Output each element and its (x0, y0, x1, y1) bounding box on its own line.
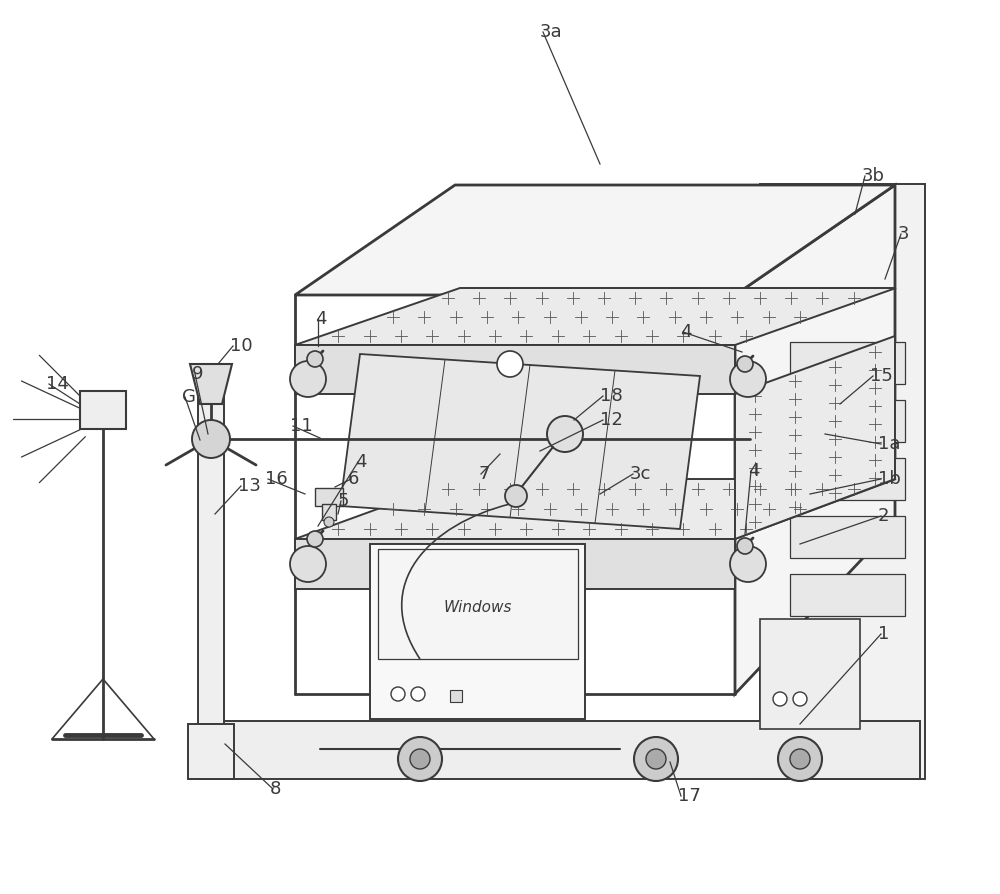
Text: 15: 15 (870, 367, 893, 385)
Bar (378, 549, 578, 659)
Text: 3b: 3b (862, 167, 885, 185)
Polygon shape (190, 364, 232, 404)
Bar (790, 342, 905, 384)
Bar (760, 619, 860, 729)
Polygon shape (735, 336, 895, 539)
Circle shape (737, 356, 753, 372)
Text: 7: 7 (478, 465, 490, 483)
Circle shape (542, 561, 568, 587)
Text: 4: 4 (315, 310, 326, 328)
Text: 17: 17 (678, 787, 701, 805)
Text: 14: 14 (46, 375, 69, 393)
Bar (790, 458, 905, 500)
Text: 8: 8 (270, 780, 281, 798)
Text: 16: 16 (265, 470, 288, 488)
Circle shape (793, 692, 807, 706)
Bar (450, 690, 462, 702)
Circle shape (778, 737, 822, 781)
Text: 9: 9 (192, 365, 204, 383)
Circle shape (324, 517, 334, 527)
Text: 10: 10 (230, 337, 253, 355)
Bar (198, 364, 224, 779)
Text: 3a: 3a (540, 23, 563, 41)
Text: 3c: 3c (630, 465, 651, 483)
Text: 2: 2 (878, 507, 890, 525)
Circle shape (790, 749, 810, 769)
Polygon shape (295, 479, 896, 539)
Circle shape (547, 416, 583, 452)
Text: 4: 4 (355, 453, 366, 471)
Circle shape (307, 531, 323, 547)
Bar (200, 721, 920, 779)
Text: 1a: 1a (878, 435, 900, 453)
Circle shape (391, 687, 405, 701)
Bar (315, 488, 343, 506)
Circle shape (307, 351, 323, 367)
Bar (790, 400, 905, 442)
Polygon shape (340, 354, 700, 529)
Polygon shape (295, 345, 735, 394)
Bar (790, 574, 905, 616)
Circle shape (411, 687, 425, 701)
Text: 1: 1 (878, 625, 889, 643)
Text: 13: 13 (238, 477, 261, 495)
Text: 11: 11 (290, 417, 313, 435)
Text: 1b: 1b (878, 470, 901, 488)
Bar (760, 184, 925, 779)
Polygon shape (735, 185, 895, 694)
Bar (188, 724, 234, 779)
Circle shape (192, 420, 230, 458)
Circle shape (497, 351, 523, 377)
Circle shape (290, 361, 326, 397)
Text: 12: 12 (600, 411, 623, 429)
Bar (80, 391, 126, 429)
Circle shape (773, 692, 787, 706)
Circle shape (737, 538, 753, 554)
Circle shape (646, 749, 666, 769)
Bar (790, 516, 905, 558)
Circle shape (730, 361, 766, 397)
Text: 3: 3 (898, 225, 910, 243)
Circle shape (730, 546, 766, 582)
Text: 5: 5 (338, 492, 350, 510)
Bar (322, 504, 336, 520)
Circle shape (398, 737, 442, 781)
Text: 18: 18 (600, 387, 623, 405)
Circle shape (801, 393, 823, 415)
Text: G: G (182, 388, 196, 406)
Polygon shape (295, 539, 735, 589)
Bar (370, 544, 585, 719)
Text: Windows: Windows (444, 600, 512, 614)
Text: 4: 4 (748, 462, 760, 480)
Circle shape (505, 485, 527, 507)
Polygon shape (295, 185, 895, 295)
Polygon shape (295, 288, 896, 345)
Circle shape (290, 546, 326, 582)
Text: 4: 4 (680, 323, 692, 341)
Circle shape (410, 749, 430, 769)
Text: 6: 6 (348, 470, 359, 488)
Circle shape (634, 737, 678, 781)
